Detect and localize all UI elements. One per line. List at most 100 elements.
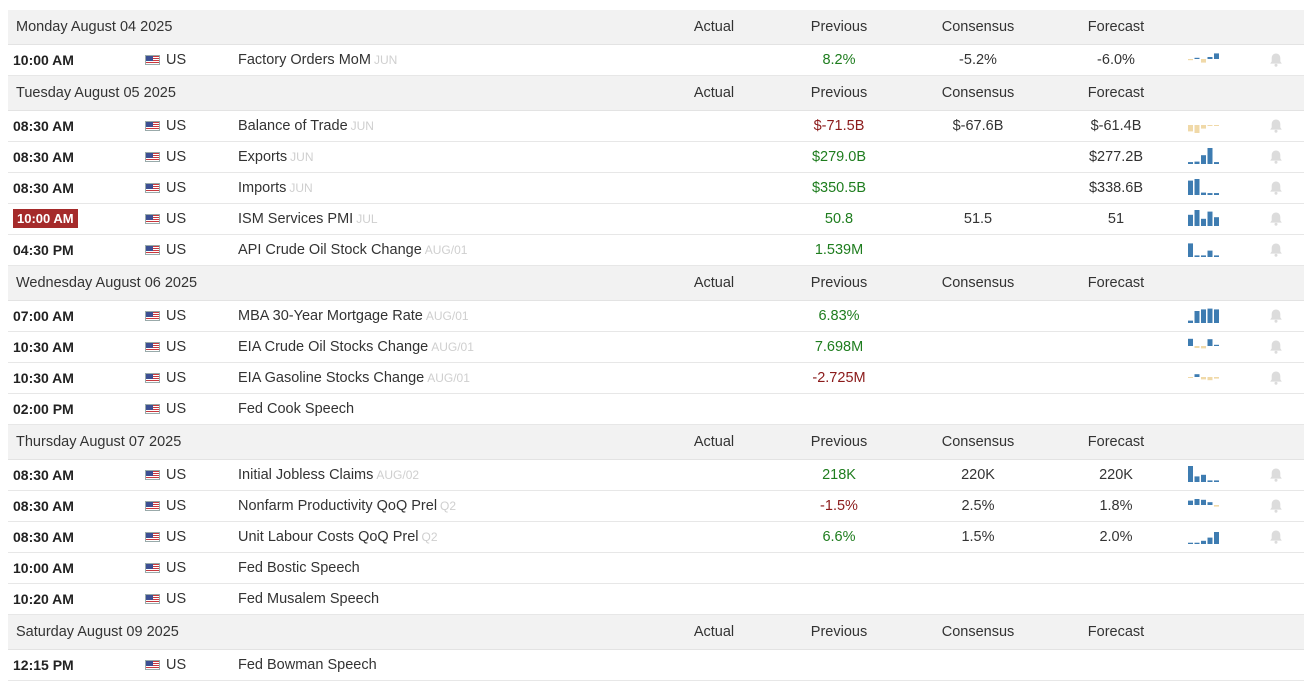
sparkline-bar <box>1214 377 1219 379</box>
event-name-link[interactable]: Unit Labour Costs QoQ Prel Q2 <box>238 529 438 545</box>
consensus-value: 1.5% <box>961 529 995 545</box>
event-name: Fed Bostic Speech <box>238 560 360 576</box>
previous-value: $350.5B <box>811 180 867 196</box>
previous-value: 7.698M <box>814 339 864 355</box>
sparkline-chart[interactable] <box>1188 527 1222 545</box>
sparkline-bar <box>1214 162 1219 164</box>
previous-value: 1.539M <box>814 242 864 258</box>
previous-value: -1.5% <box>820 498 858 514</box>
sparkline-bar <box>1214 344 1219 346</box>
forecast-column-header: Forecast <box>1087 624 1145 640</box>
bell-alert-icon[interactable] <box>1268 118 1284 134</box>
event-name-link[interactable]: ISM Services PMI JUL <box>238 211 378 227</box>
consensus-value: 2.5% <box>961 498 995 514</box>
event-time: 04:30 PM <box>13 242 74 258</box>
bell-alert-icon[interactable] <box>1268 180 1284 196</box>
event-name-link[interactable]: EIA Gasoline Stocks Change AUG/01 <box>238 370 470 386</box>
sparkline-bar <box>1194 542 1200 544</box>
previous-value: $-71.5B <box>813 118 865 134</box>
event-time: 10:00 AM <box>13 52 74 68</box>
event-row[interactable]: 07:00 AM US MBA 30-Year Mortgage Rate AUG… <box>8 301 1304 332</box>
bell-alert-icon[interactable] <box>1268 370 1284 386</box>
sparkline-chart[interactable] <box>1188 465 1222 483</box>
event-time: 10:30 AM <box>13 370 74 386</box>
event-row[interactable]: 02:00 PM US Fed Cook Speech <box>8 394 1304 425</box>
bell-alert-icon[interactable] <box>1268 498 1284 514</box>
sparkline-chart[interactable] <box>1188 240 1222 258</box>
sparkline-bar <box>1214 505 1219 507</box>
event-name-link[interactable]: MBA 30-Year Mortgage Rate AUG/01 <box>238 308 469 324</box>
event-reference-period: AUG/01 <box>425 309 469 323</box>
event-row[interactable]: 10:00 AM US Factory Orders MoM JUN 8.2% -… <box>8 45 1304 76</box>
sparkline-bar <box>1201 255 1206 257</box>
previous-column-header: Previous <box>810 85 868 101</box>
sparkline-chart[interactable] <box>1188 496 1222 514</box>
consensus-value: 51.5 <box>963 211 993 227</box>
sparkline-bar <box>1207 148 1213 164</box>
event-reference-period: JUN <box>350 119 374 133</box>
bell-alert-icon[interactable] <box>1268 52 1284 68</box>
bell-alert-icon[interactable] <box>1268 308 1284 324</box>
event-country: US <box>166 308 187 324</box>
event-country: US <box>166 242 187 258</box>
sparkline-chart[interactable] <box>1188 116 1222 134</box>
event-name-link[interactable]: Nonfarm Productivity QoQ Prel Q2 <box>238 498 456 514</box>
event-name-link[interactable]: Fed Bowman Speech <box>238 657 380 673</box>
event-row[interactable]: 10:30 AM US EIA Crude Oil Stocks Change A… <box>8 332 1304 363</box>
actual-column-header: Actual <box>693 434 735 450</box>
event-time: 08:30 AM <box>13 529 74 545</box>
event-row[interactable]: 08:30 AM US Imports JUN $350.5B $338.6B <box>8 173 1304 204</box>
sparkline-chart[interactable] <box>1188 209 1222 227</box>
event-row[interactable]: 08:30 AM US Initial Jobless Claims AUG/02… <box>8 460 1304 491</box>
event-row[interactable]: 08:30 AM US Unit Labour Costs QoQ Prel Q2… <box>8 522 1304 553</box>
event-name: Unit Labour Costs QoQ Prel <box>238 529 419 545</box>
bell-alert-icon[interactable] <box>1268 149 1284 165</box>
event-row[interactable]: 10:00 AM US ISM Services PMI JUL 50.8 51.… <box>8 204 1304 235</box>
event-name-link[interactable]: API Crude Oil Stock Change AUG/01 <box>238 242 467 258</box>
sparkline-bar <box>1188 59 1193 61</box>
sparkline-bar <box>1194 499 1200 505</box>
event-name: API Crude Oil Stock Change <box>238 242 422 258</box>
event-name-link[interactable]: Fed Cook Speech <box>238 401 357 417</box>
event-name: Nonfarm Productivity QoQ Prel <box>238 498 438 514</box>
bell-alert-icon[interactable] <box>1268 211 1284 227</box>
event-row[interactable]: 08:30 AM US Balance of Trade JUN $-71.5B … <box>8 111 1304 142</box>
event-name-link[interactable]: Fed Bostic Speech <box>238 560 363 576</box>
sparkline-chart[interactable] <box>1188 337 1222 355</box>
event-name-link[interactable]: Factory Orders MoM JUN <box>238 52 397 68</box>
event-row[interactable]: 10:30 AM US EIA Gasoline Stocks Change AU… <box>8 363 1304 394</box>
event-row[interactable]: 10:00 AM US Fed Bostic Speech <box>8 553 1304 584</box>
sparkline-chart[interactable] <box>1188 368 1222 386</box>
event-row[interactable]: 12:15 PM US Fed Bowman Speech <box>8 650 1304 681</box>
sparkline-bar <box>1207 308 1213 323</box>
event-name-link[interactable]: Balance of Trade JUN <box>238 118 374 134</box>
event-name-link[interactable]: Imports JUN <box>238 180 313 196</box>
us-flag-icon <box>145 183 160 193</box>
day-title: Wednesday August 06 2025 <box>16 275 198 291</box>
event-row[interactable]: 08:30 AM US Nonfarm Productivity QoQ Pre… <box>8 491 1304 522</box>
event-name: Exports <box>238 149 288 165</box>
event-name-link[interactable]: Initial Jobless Claims AUG/02 <box>238 467 419 483</box>
event-reference-period: AUG/01 <box>427 371 470 385</box>
sparkline-bar <box>1207 57 1213 59</box>
event-name-link[interactable]: Fed Musalem Speech <box>238 591 382 607</box>
sparkline-chart[interactable] <box>1188 178 1222 196</box>
us-flag-icon <box>145 245 160 255</box>
bell-alert-icon[interactable] <box>1268 529 1284 545</box>
sparkline-chart[interactable] <box>1188 147 1222 165</box>
sparkline-bar <box>1207 250 1213 257</box>
bell-alert-icon[interactable] <box>1268 242 1284 258</box>
sparkline-chart[interactable] <box>1188 50 1222 68</box>
event-row[interactable]: 08:30 AM US Exports JUN $279.0B $277.2B <box>8 142 1304 173</box>
previous-value: 218K <box>822 467 856 483</box>
us-flag-icon <box>145 501 160 511</box>
bell-alert-icon[interactable] <box>1268 339 1284 355</box>
event-name-link[interactable]: EIA Crude Oil Stocks Change AUG/01 <box>238 339 474 355</box>
bell-alert-icon[interactable] <box>1268 467 1284 483</box>
sparkline-chart[interactable] <box>1188 306 1222 324</box>
event-name: Initial Jobless Claims <box>238 467 374 483</box>
sparkline-bar <box>1188 500 1193 505</box>
event-name-link[interactable]: Exports JUN <box>238 149 314 165</box>
event-row[interactable]: 10:20 AM US Fed Musalem Speech <box>8 584 1304 615</box>
event-row[interactable]: 04:30 PM US API Crude Oil Stock Change AU… <box>8 235 1304 266</box>
